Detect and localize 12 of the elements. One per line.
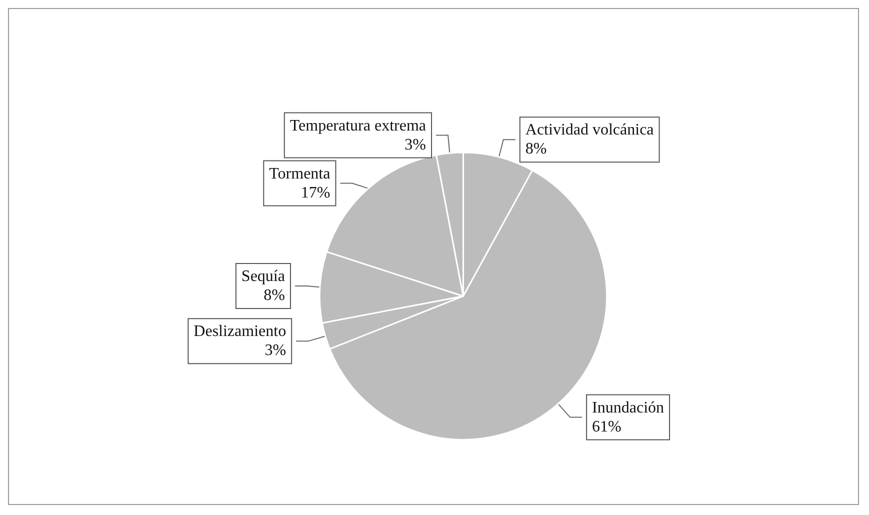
slice-label: Temperatura extrema: [290, 117, 426, 134]
data-label: 8%: [264, 286, 285, 304]
slice-label: Sequía: [241, 268, 285, 285]
data-label: 3%: [264, 342, 286, 360]
slice-label: Deslizamiento: [194, 323, 286, 340]
slice-label: Actividad volcánica: [525, 122, 654, 139]
data-label: 8%: [525, 140, 547, 158]
slice-label: Tormenta: [269, 165, 330, 182]
slice-label: Inundación: [592, 399, 664, 416]
data-label: 3%: [404, 136, 426, 154]
data-label: 61%: [592, 418, 622, 436]
data-label: 17%: [300, 184, 330, 202]
